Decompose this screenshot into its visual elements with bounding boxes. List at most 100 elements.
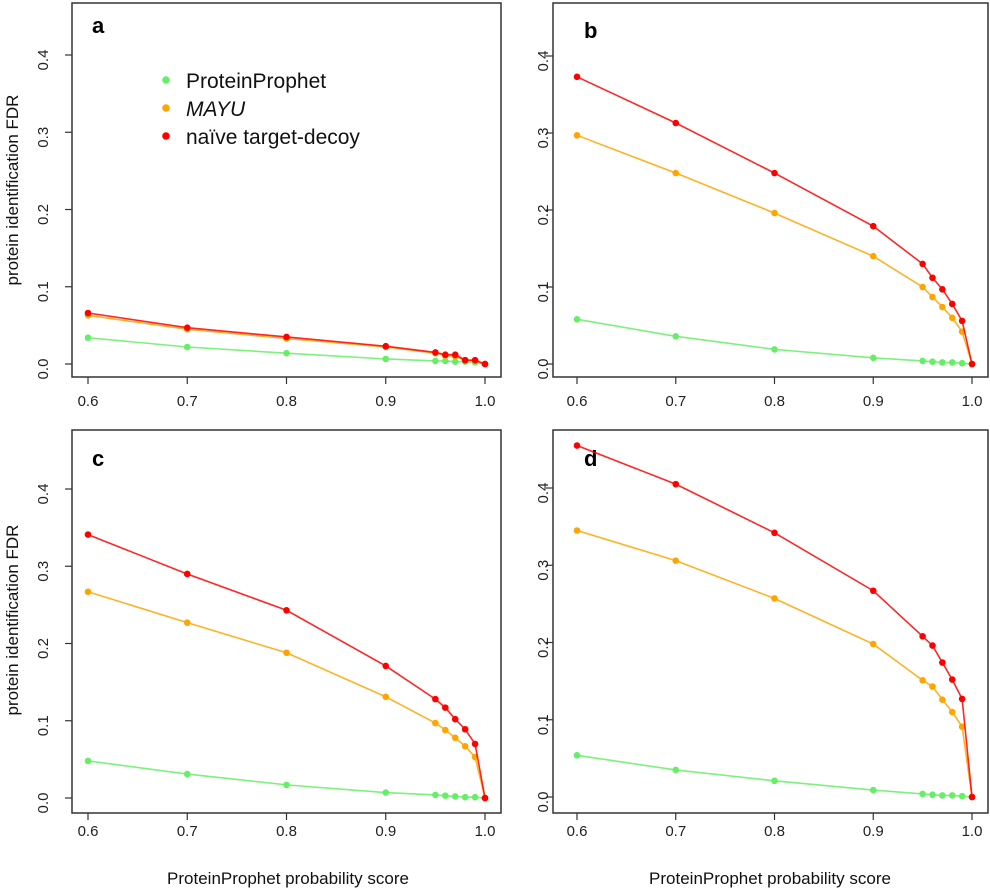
series-line-proteinprophet (576, 318, 973, 365)
data-point (461, 356, 469, 364)
y-tick-label: 0.2 (535, 205, 552, 226)
y-tick-label: 0.4 (535, 51, 552, 72)
data-point (948, 708, 956, 716)
data-point (869, 640, 877, 648)
data-point (869, 252, 877, 260)
data-point (573, 751, 581, 759)
y-tick-label: 0.2 (35, 638, 52, 659)
data-point (461, 793, 469, 801)
x-tick-label: 0.8 (764, 823, 785, 840)
data-point (382, 342, 390, 350)
data-point (869, 786, 877, 794)
data-point (919, 677, 926, 684)
y-tick-label: 0.3 (535, 560, 552, 581)
x-tick-label: 1.0 (962, 823, 983, 840)
panel-letter: c (92, 446, 104, 471)
data-point (672, 557, 680, 564)
data-point (958, 359, 966, 367)
data-point (929, 683, 936, 690)
x-tick-label: 0.9 (375, 823, 396, 840)
x-tick-label: 0.7 (177, 823, 198, 840)
data-point (382, 693, 390, 701)
plot-frame (71, 429, 502, 814)
data-point (939, 303, 946, 311)
series-line-na-ve-target-decoy (576, 444, 973, 798)
y-tick-label: 0.4 (35, 484, 52, 505)
x-tick-label: 0.6 (78, 393, 99, 410)
x-tick-label: 1.0 (475, 823, 496, 840)
data-point (432, 719, 439, 727)
data-point (573, 442, 581, 449)
data-point (84, 309, 92, 317)
legend-marker (162, 132, 170, 140)
data-point (948, 676, 956, 683)
data-point (432, 695, 439, 703)
x-tick-label: 0.7 (665, 393, 686, 410)
data-point (573, 132, 581, 139)
x-tick-label: 0.7 (665, 823, 686, 840)
y-tick-label: 0.2 (35, 204, 52, 225)
data-point (939, 659, 946, 666)
x-tick-label: 0.8 (276, 823, 297, 840)
data-point (672, 119, 680, 127)
data-point (442, 792, 449, 799)
data-point (283, 649, 290, 657)
y-axis-label: protein identification FDR (3, 525, 22, 716)
y-tick-label: 0.0 (35, 359, 52, 380)
series-line-proteinprophet (87, 336, 486, 365)
data-point (382, 662, 390, 670)
data-point (919, 790, 926, 798)
data-point (968, 793, 976, 801)
legend-label: ProteinProphet (186, 70, 326, 93)
plot-frame (552, 2, 989, 378)
x-tick-label: 0.9 (375, 393, 396, 410)
series-line-na-ve-target-decoy (87, 312, 486, 365)
data-point (939, 792, 946, 799)
data-point (283, 781, 290, 789)
data-point (432, 349, 439, 356)
data-point (382, 789, 390, 796)
data-point (84, 588, 92, 596)
data-point (958, 317, 966, 325)
data-point (672, 480, 680, 488)
x-tick-label: 0.6 (567, 823, 588, 840)
data-point (939, 286, 946, 293)
data-point (432, 357, 439, 365)
data-point (183, 343, 191, 351)
legend: ProteinProphet MAYU naïve target-decoy (162, 70, 360, 149)
data-point (672, 332, 680, 340)
data-point (183, 619, 191, 626)
panel-c: 0.6 0.7 0.8 0.9 1.0 0.0 0.1 0.2 0.3 0.4 c (35, 429, 502, 840)
legend-marker (162, 104, 170, 112)
data-point (968, 360, 976, 368)
data-point (471, 740, 479, 748)
y-tick-label: 0.1 (535, 282, 552, 303)
data-point (471, 356, 479, 364)
panel-letter: a (92, 13, 105, 38)
panel-letter: b (584, 18, 597, 43)
y-tick-label: 0.0 (535, 792, 552, 813)
data-point (451, 715, 459, 723)
data-point (442, 704, 449, 711)
y-axis-label: protein identification FDR (3, 95, 22, 286)
y-tick-label: 0.3 (35, 127, 52, 148)
y-tick-label: 0.1 (35, 715, 52, 736)
data-point (919, 357, 926, 365)
x-tick-label: 0.6 (567, 393, 588, 410)
data-point (672, 169, 680, 177)
series-line-proteinprophet (576, 754, 973, 798)
series-line-proteinprophet (87, 760, 486, 799)
data-point (451, 358, 459, 365)
x-tick-label: 0.8 (276, 393, 297, 410)
data-point (948, 314, 956, 322)
y-tick-label: 0.4 (35, 50, 52, 71)
data-point (84, 334, 92, 342)
data-point (461, 725, 469, 733)
data-point (382, 355, 390, 363)
x-tick-label: 1.0 (475, 393, 496, 410)
data-point (771, 595, 778, 602)
x-axis-label: ProteinProphet probability score (649, 869, 891, 888)
data-point (481, 794, 489, 802)
data-point (573, 316, 581, 323)
